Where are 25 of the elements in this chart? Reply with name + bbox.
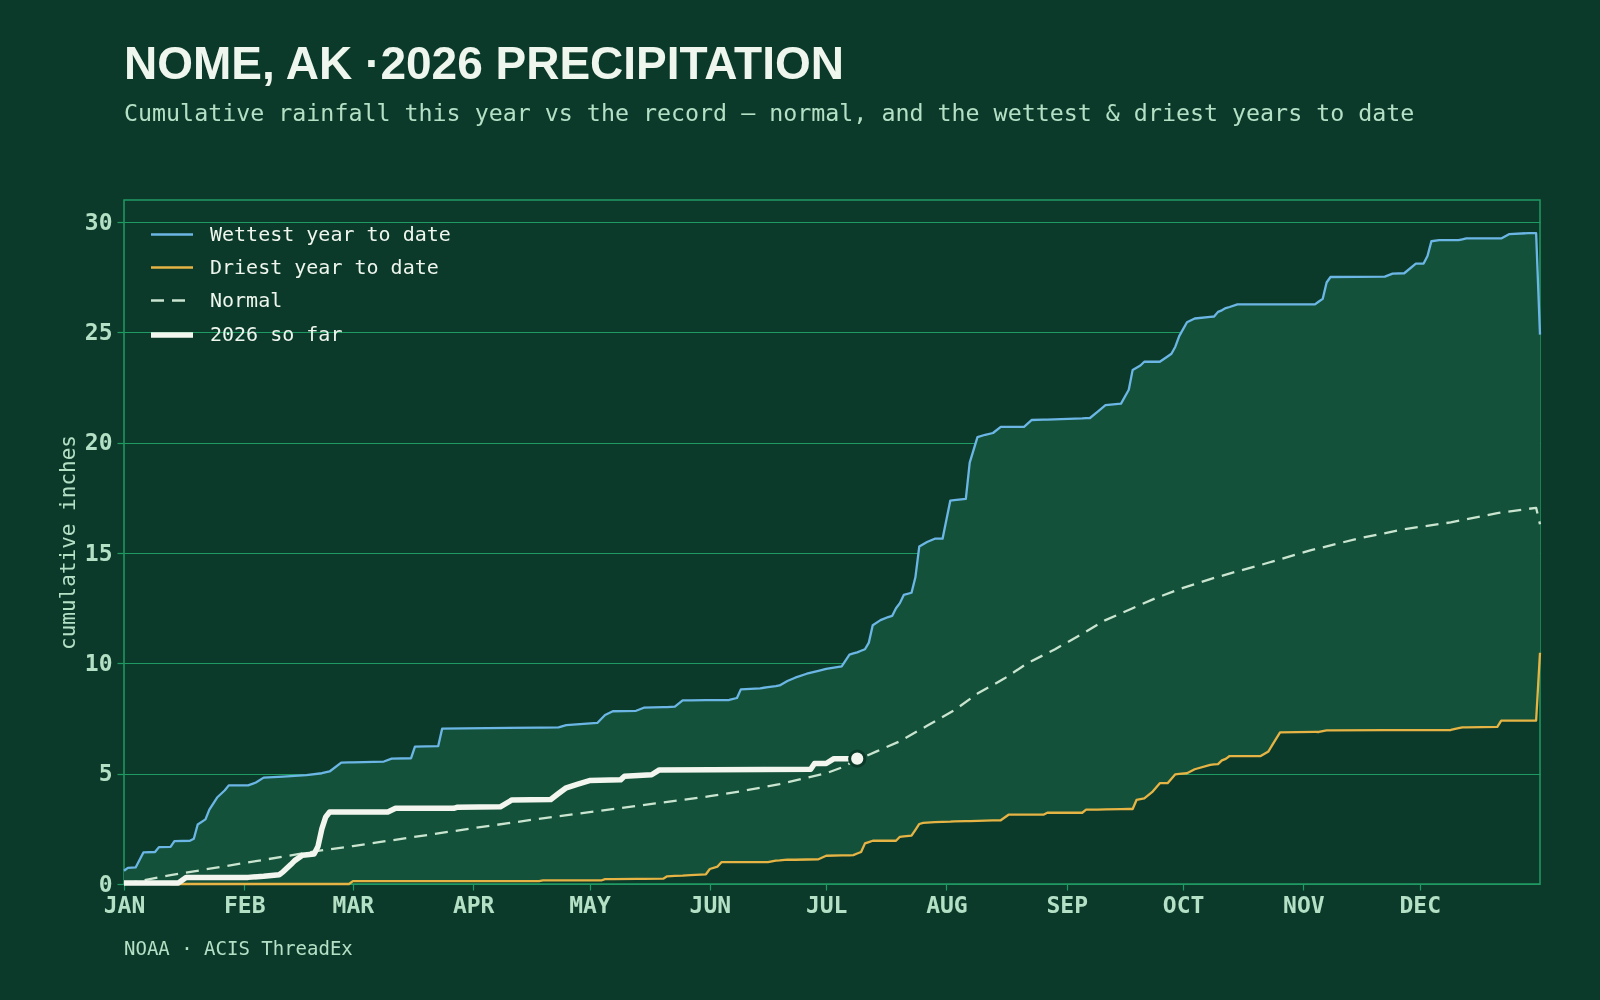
y-tick-label: 30 [84,208,113,235]
x-tick-label: APR [452,891,495,918]
x-tick-label: OCT [1162,891,1205,918]
y-tick-label: 25 [84,318,113,345]
x-tick-label: DEC [1399,891,1442,918]
text: NOAA · ACIS ThreadEx [124,937,353,959]
x-tick-label: AUG [926,891,968,918]
legend-label: Wettest year to date [210,221,451,246]
y-axis-title: cumulative inches [55,435,80,650]
y-tick-label: 15 [84,539,113,566]
x-tick-label: MAY [569,891,611,918]
x-tick-label: JUL [805,891,848,918]
legend-label: 2026 so far [210,322,343,346]
x-tick-label: MAR [332,891,375,918]
y-tick-label: 10 [84,649,113,676]
x-tick-label: SEP [1046,891,1088,918]
x-tick-label: NOV [1283,891,1325,918]
chart-subtitle: Cumulative rainfall this year vs the record — normal, and the wettest & driest years to date [124,98,1415,126]
y-tick-label: 5 [98,760,113,787]
x-tick-label: JUN [689,891,732,918]
y-tick-label: 20 [84,429,113,456]
chart-title: NOME, AK ·2026 PRECIPITATION [124,36,844,89]
x-tick-label: FEB [223,891,266,918]
legend-label: Driest year to date [210,254,439,279]
legend-label: Normal [210,287,283,312]
